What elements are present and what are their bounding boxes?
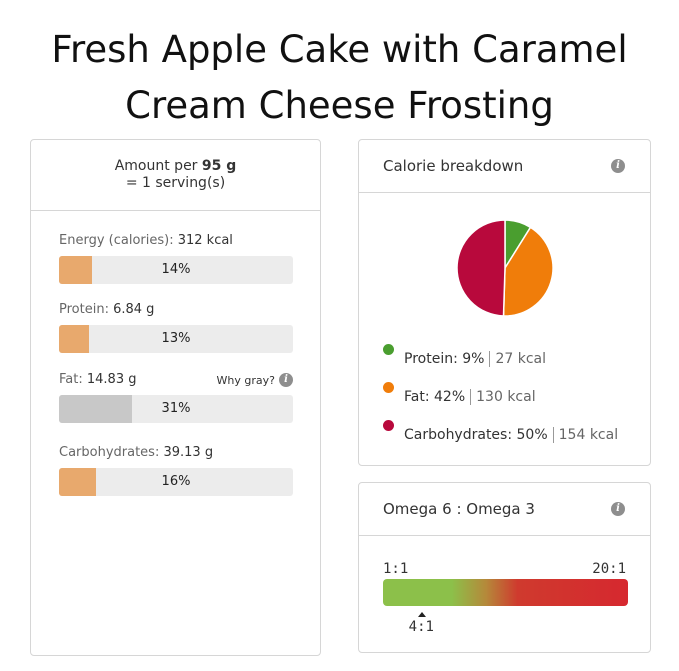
card-header: Calorie breakdown i xyxy=(359,140,650,193)
pie-slice-carbohydrates xyxy=(456,219,506,317)
legend-name: Fat: xyxy=(404,389,430,405)
nutrient-label: Energy (calories): 312 kcal xyxy=(59,232,293,250)
nutrient-name: Protein: xyxy=(59,302,109,317)
divider xyxy=(470,389,472,405)
servings-line: = 1 serving(s) xyxy=(125,175,226,191)
card-title: Omega 6 : Omega 3 xyxy=(383,500,535,518)
title-line-2: Cream Cheese Frosting xyxy=(125,84,554,127)
bar-fill xyxy=(59,468,97,496)
nutrient-name: Energy (calories): xyxy=(59,233,174,248)
info-icon[interactable]: i xyxy=(611,502,625,516)
nutrient-value: 6.84 g xyxy=(113,302,155,317)
card-title: Calorie breakdown xyxy=(383,157,524,175)
legend-text: Protein: 9% 27 kcal xyxy=(404,351,546,367)
amount-prefix: Amount per xyxy=(114,158,202,174)
divider xyxy=(489,351,491,367)
nutrient-bar: 14% xyxy=(59,256,293,284)
nutrient-label: Fat: 14.83 g xyxy=(59,371,293,389)
bar-percent: 31% xyxy=(161,401,191,416)
bar-percent: 16% xyxy=(161,474,191,489)
nutrient-name: Fat: xyxy=(59,372,83,387)
nutrient-row-protein: Protein: 6.84 g 13% xyxy=(59,301,293,353)
legend-text: Fat: 42% 130 kcal xyxy=(404,389,536,405)
info-icon[interactable]: i xyxy=(279,373,293,387)
nutrient-bar: 31% xyxy=(59,395,293,423)
bar-fill xyxy=(59,325,90,353)
legend-name: Protein: xyxy=(404,351,458,367)
nutrient-value: 312 kcal xyxy=(177,233,233,248)
omega-scale-labels: 1:1 20:1 xyxy=(383,561,626,577)
omega-max-label: 20:1 xyxy=(592,561,626,577)
nutrient-bar: 16% xyxy=(59,468,293,496)
calorie-pie-chart xyxy=(456,219,554,317)
divider xyxy=(552,427,554,443)
amount-value: 95 g xyxy=(201,158,237,174)
omega-gradient-bar xyxy=(383,579,628,606)
legend-percent: 9% xyxy=(462,351,485,367)
page-title: Fresh Apple Cake with Caramel Cream Chee… xyxy=(0,22,679,134)
nutrient-value: 39.13 g xyxy=(163,445,214,460)
legend-dot xyxy=(383,344,394,355)
legend-dot xyxy=(383,420,394,431)
bar-fill xyxy=(59,256,92,284)
legend-percent: 50% xyxy=(516,427,548,443)
nutrition-card: Amount per 95 g = 1 serving(s) Energy (c… xyxy=(30,139,321,656)
omega-marker-label: 4:1 xyxy=(408,619,434,635)
nutrient-value: 14.83 g xyxy=(86,372,137,387)
bar-fill xyxy=(59,395,132,423)
legend-kcal: 27 kcal xyxy=(495,351,547,367)
title-line-1: Fresh Apple Cake with Caramel xyxy=(51,28,628,71)
nutrient-name: Carbohydrates: xyxy=(59,445,160,460)
nutrient-bar: 13% xyxy=(59,325,293,353)
nutrient-label: Protein: 6.84 g xyxy=(59,301,293,319)
omega-min-label: 1:1 xyxy=(383,561,409,577)
amount-per-line: Amount per 95 g xyxy=(31,158,320,175)
legend-kcal: 130 kcal xyxy=(476,389,536,405)
bar-percent: 13% xyxy=(161,331,191,346)
legend-kcal: 154 kcal xyxy=(558,427,619,443)
nutrient-row-energy: Energy (calories): 312 kcal 14% xyxy=(59,232,293,284)
bar-percent: 14% xyxy=(161,262,191,277)
omega-marker-icon xyxy=(417,612,426,617)
calorie-breakdown-card: Calorie breakdown i Protein: 9% 27 kcal F… xyxy=(358,139,651,466)
card-header: Omega 6 : Omega 3 i xyxy=(359,483,650,536)
omega-ratio-card: Omega 6 : Omega 3 i 1:1 20:1 4:1 xyxy=(358,482,651,653)
legend-text: Carbohydrates: 50% 154 kcal xyxy=(404,427,618,443)
nutrient-row-carbohydrates: Carbohydrates: 39.13 g 16% xyxy=(59,444,293,496)
serving-info: Amount per 95 g = 1 serving(s) xyxy=(31,140,320,211)
why-gray-label[interactable]: Why gray? xyxy=(216,373,275,387)
info-icon[interactable]: i xyxy=(611,159,625,173)
why-gray-link[interactable]: Why gray? i xyxy=(217,373,293,387)
legend-percent: 42% xyxy=(434,389,466,405)
nutrient-row-fat: Fat: 14.83 g Why gray? i 31% xyxy=(59,371,293,423)
legend-dot xyxy=(383,382,394,393)
legend-name: Carbohydrates: xyxy=(404,427,513,443)
nutrient-label: Carbohydrates: 39.13 g xyxy=(59,444,293,462)
pie-slice-fat xyxy=(502,226,554,317)
